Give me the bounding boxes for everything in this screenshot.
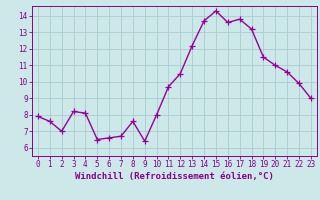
X-axis label: Windchill (Refroidissement éolien,°C): Windchill (Refroidissement éolien,°C)	[75, 172, 274, 181]
